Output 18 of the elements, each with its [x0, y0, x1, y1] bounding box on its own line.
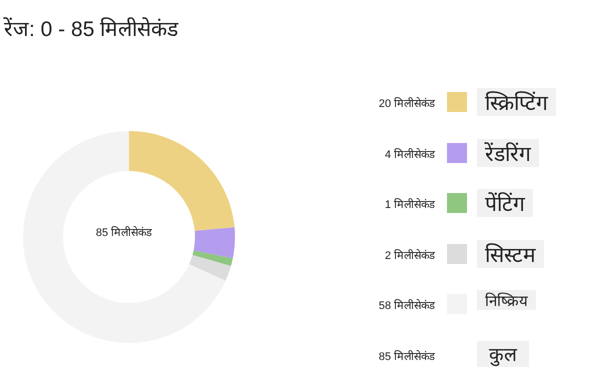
text: 85 मिलीसेकंड — [378, 349, 435, 362]
legend-label: रेंडरिंग — [477, 138, 539, 166]
donut-slice — [23, 131, 226, 343]
donut-slice — [189, 255, 231, 281]
data-label: 2 मिलीसेकंड — [384, 248, 435, 262]
chart-title: रेंज: 0 - 85 मिलीसेकंड — [4, 16, 178, 42]
donut-slice — [194, 227, 235, 258]
data-label: 58 मिलीसेकंड — [378, 298, 435, 312]
text: कुल — [477, 340, 529, 366]
data-label: 4 मिलीसेकंड — [384, 147, 435, 160]
legend-label: निष्क्रिय — [477, 290, 536, 310]
data-label: 1 मिलीसेकंड — [384, 197, 435, 211]
text: 85 मिलीसेकंड — [94, 225, 154, 239]
legend-label: स्क्रिप्टिंग — [477, 88, 556, 116]
data-label: 20 मिलीसेकंड — [378, 96, 435, 110]
donut-slice — [192, 250, 233, 266]
legend-label: सिस्टम — [477, 240, 544, 268]
legend-label: पेंटिंग — [477, 189, 533, 217]
